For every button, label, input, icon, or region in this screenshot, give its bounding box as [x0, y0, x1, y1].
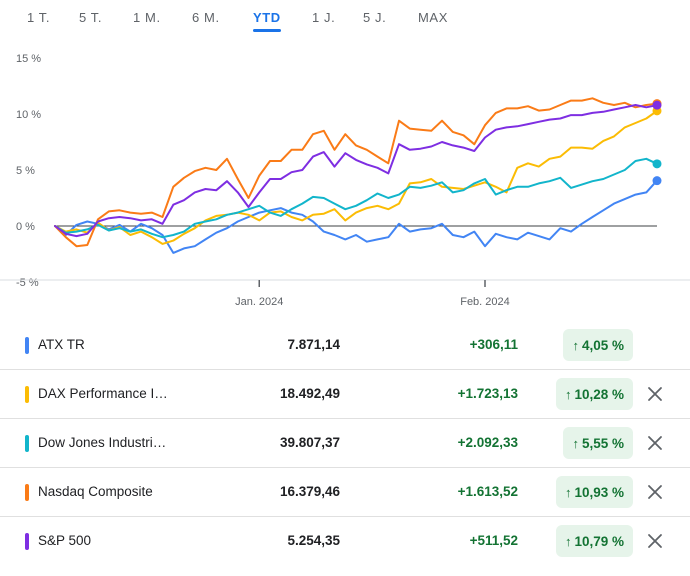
- tab-1-day[interactable]: 1 T.: [27, 10, 51, 25]
- index-change: +2.092,33: [457, 435, 518, 450]
- series-end-point: [652, 176, 662, 186]
- tab-ytd-label: YTD: [253, 10, 281, 25]
- series-color-marker: [25, 386, 29, 403]
- y-tick-label: -5 %: [16, 277, 39, 289]
- percent-change-badge: ↑ 10,28 %: [555, 378, 633, 410]
- index-change: +306,11: [469, 337, 518, 352]
- percent-change-badge: ↑ 10,79 %: [555, 525, 633, 557]
- series-line: [54, 157, 658, 239]
- index-price: 39.807,37: [279, 435, 340, 450]
- list-item[interactable]: Dow Jones Industri… 39.807,37 +2.092,33 ↑ 5,…: [0, 419, 690, 468]
- arrow-up-icon: ↑: [564, 533, 572, 549]
- percent-change-value: 10,28 %: [574, 386, 624, 402]
- percent-change-badge: ↑ 5,55 %: [563, 427, 633, 459]
- active-tab-indicator: [253, 29, 281, 32]
- index-change: +1.613,52: [457, 484, 518, 499]
- y-tick-label: 15 %: [16, 53, 41, 65]
- y-tick-label: 0 %: [16, 221, 35, 233]
- series-line: [54, 104, 658, 238]
- series-line: [54, 109, 658, 245]
- arrow-up-icon: ↑: [564, 386, 572, 402]
- series-color-marker: [25, 337, 29, 354]
- index-name: Nasdaq Composite: [38, 484, 153, 499]
- tab-5-years[interactable]: 5 J.: [363, 10, 387, 25]
- index-price: 7.871,14: [287, 337, 340, 352]
- comparison-line-chart[interactable]: 15 % 10 % 5 % 0 % -5 % Jan. 2024 Feb. 2024: [0, 40, 690, 320]
- percent-change-value: 4,05 %: [581, 337, 624, 353]
- list-item[interactable]: DAX Performance I… 18.492,49 +1.723,13 ↑ 10,…: [0, 370, 690, 419]
- close-icon[interactable]: [646, 385, 664, 403]
- percent-change-badge: ↑ 10,93 %: [555, 476, 633, 508]
- percent-change-value: 10,79 %: [574, 533, 624, 549]
- comparison-list: ATX TR 7.871,14 +306,11 ↑ 4,05 % DAX Performa…: [0, 321, 690, 566]
- close-icon[interactable]: [646, 483, 664, 501]
- percent-change-value: 5,55 %: [581, 435, 624, 451]
- percent-change-value: 10,93 %: [574, 484, 624, 500]
- arrow-up-icon: ↑: [572, 337, 579, 353]
- series-color-marker: [25, 435, 29, 452]
- tab-6-months[interactable]: 6 M.: [192, 10, 220, 25]
- index-change: +511,52: [469, 533, 518, 548]
- index-price: 16.379,46: [279, 484, 340, 499]
- close-icon[interactable]: [646, 434, 664, 452]
- series-color-marker: [25, 484, 29, 501]
- series-end-point: [652, 159, 662, 169]
- tab-1-month[interactable]: 1 M.: [133, 10, 161, 25]
- y-tick-label: 10 %: [16, 109, 41, 121]
- list-item[interactable]: ATX TR 7.871,14 +306,11 ↑ 4,05 %: [0, 321, 690, 370]
- series-color-marker: [25, 533, 29, 550]
- tab-max[interactable]: MAX: [418, 10, 448, 25]
- tab-5-days[interactable]: 5 T.: [79, 10, 103, 25]
- list-item[interactable]: Nasdaq Composite 16.379,46 +1.613,52 ↑ 10,93…: [0, 468, 690, 517]
- index-name: DAX Performance I…: [38, 386, 168, 401]
- close-icon[interactable]: [646, 532, 664, 550]
- tab-1-year[interactable]: 1 J.: [312, 10, 336, 25]
- index-name: S&P 500: [38, 533, 92, 548]
- y-tick-label: 5 %: [16, 165, 35, 177]
- tab-ytd[interactable]: YTD: [253, 10, 281, 32]
- x-tick-label: Jan. 2024: [235, 296, 283, 308]
- index-name: ATX TR: [38, 337, 85, 352]
- index-name: Dow Jones Industri…: [38, 435, 167, 450]
- x-tick-label: Feb. 2024: [460, 296, 510, 308]
- arrow-up-icon: ↑: [564, 484, 572, 500]
- series-line: [54, 179, 658, 254]
- index-price: 18.492,49: [279, 386, 340, 401]
- series-end-point: [652, 100, 662, 110]
- series-line: [54, 97, 658, 248]
- time-range-tabs: 1 T. 5 T. 1 M. 6 M. YTD 1 J. 5 J. MAX: [0, 0, 690, 40]
- index-price: 5.254,35: [287, 533, 340, 548]
- arrow-up-icon: ↑: [572, 435, 579, 451]
- index-change: +1.723,13: [457, 386, 518, 401]
- percent-change-badge: ↑ 4,05 %: [563, 329, 633, 361]
- list-item[interactable]: S&P 500 5.254,35 +511,52 ↑ 10,79 %: [0, 517, 690, 566]
